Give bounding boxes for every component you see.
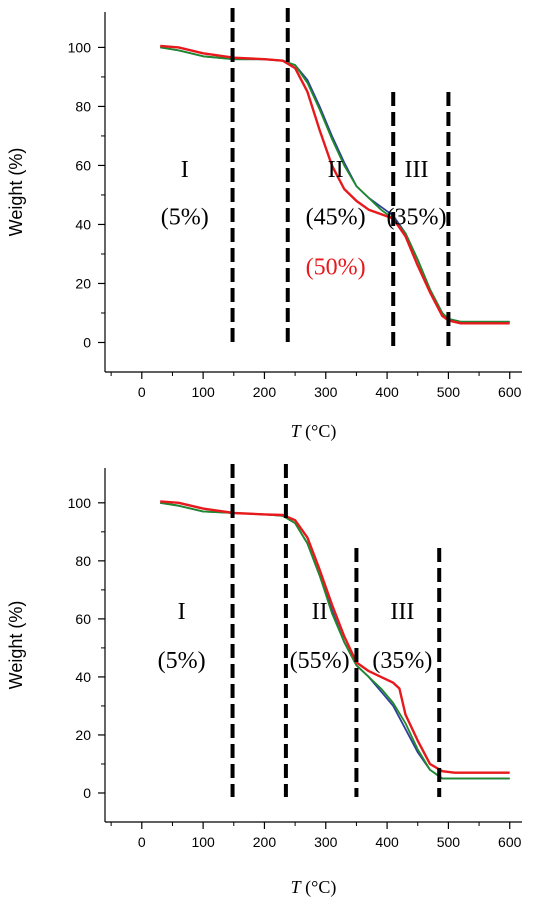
series-line-2 bbox=[160, 501, 510, 780]
region-annotation: III bbox=[405, 157, 429, 183]
region-annotation: (5%) bbox=[161, 204, 209, 230]
x-axis-title-unit: (°C) bbox=[301, 877, 337, 898]
x-tick-label: 100 bbox=[191, 384, 215, 400]
y-tick-label: 80 bbox=[75, 553, 91, 569]
y-tick-label: 80 bbox=[75, 98, 91, 114]
region-annotation: III bbox=[390, 599, 414, 625]
x-tick-label: 600 bbox=[498, 834, 522, 850]
region-annotation: (35%) bbox=[387, 204, 447, 230]
x-tick-label: 0 bbox=[138, 384, 146, 400]
y-tick-label: 100 bbox=[68, 39, 92, 55]
x-tick-label: 500 bbox=[437, 384, 461, 400]
region-annotation: (50%) bbox=[306, 255, 366, 281]
x-axis-title: T (°C) bbox=[291, 877, 337, 898]
y-tick-label: 60 bbox=[75, 157, 91, 173]
x-axis-title-symbol: T bbox=[291, 877, 303, 897]
y-tick-label: 60 bbox=[75, 611, 91, 627]
y-tick-label: 20 bbox=[75, 275, 91, 291]
x-tick-label: 500 bbox=[437, 834, 461, 850]
x-tick-label: 400 bbox=[375, 834, 399, 850]
y-tick-label: 0 bbox=[83, 785, 91, 801]
region-annotation: II bbox=[312, 599, 328, 625]
region-annotation: I bbox=[181, 157, 189, 183]
region-annotation: (45%) bbox=[306, 204, 366, 230]
series-line-3 bbox=[160, 500, 510, 774]
x-tick-label: 200 bbox=[253, 834, 277, 850]
tga-chart-top: 0 20 40 60 80 100 0 100 200 300 400 500 600 T (°C) Wei… bbox=[6, 8, 522, 442]
x-tick-label: 400 bbox=[375, 384, 399, 400]
x-tick-label: 100 bbox=[191, 834, 215, 850]
y-tick-label: 0 bbox=[83, 334, 91, 350]
series-line-1 bbox=[160, 46, 510, 323]
y-axis-title: Weight (%) bbox=[6, 148, 26, 237]
y-tick-label: 20 bbox=[75, 727, 91, 743]
x-tick-label: 300 bbox=[314, 384, 338, 400]
tga-chart-bottom: 0 20 40 60 80 100 0 100 200 300 400 500 600 T (°C) Wei… bbox=[6, 464, 522, 898]
region-annotation: (55%) bbox=[290, 648, 350, 674]
x-tick-label: 600 bbox=[498, 384, 522, 400]
x-axis-title-unit: (°C) bbox=[301, 421, 337, 442]
x-tick-label: 300 bbox=[314, 834, 338, 850]
x-axis-title-symbol: T bbox=[291, 421, 303, 441]
region-annotation: I bbox=[178, 599, 186, 625]
y-axis-title: Weight (%) bbox=[6, 601, 26, 690]
region-annotation: (5%) bbox=[158, 648, 206, 674]
x-tick-label: 0 bbox=[138, 834, 146, 850]
series-line-1 bbox=[160, 501, 510, 780]
y-tick-label: 100 bbox=[68, 495, 92, 511]
y-tick-label: 40 bbox=[75, 216, 91, 232]
region-annotation: (35%) bbox=[372, 648, 432, 674]
region-annotation: II bbox=[328, 157, 344, 183]
series-line-2 bbox=[160, 46, 510, 323]
x-tick-label: 200 bbox=[253, 384, 277, 400]
series-line-3 bbox=[160, 44, 510, 325]
x-axis-title: T (°C) bbox=[291, 421, 337, 442]
y-tick-label: 40 bbox=[75, 669, 91, 685]
